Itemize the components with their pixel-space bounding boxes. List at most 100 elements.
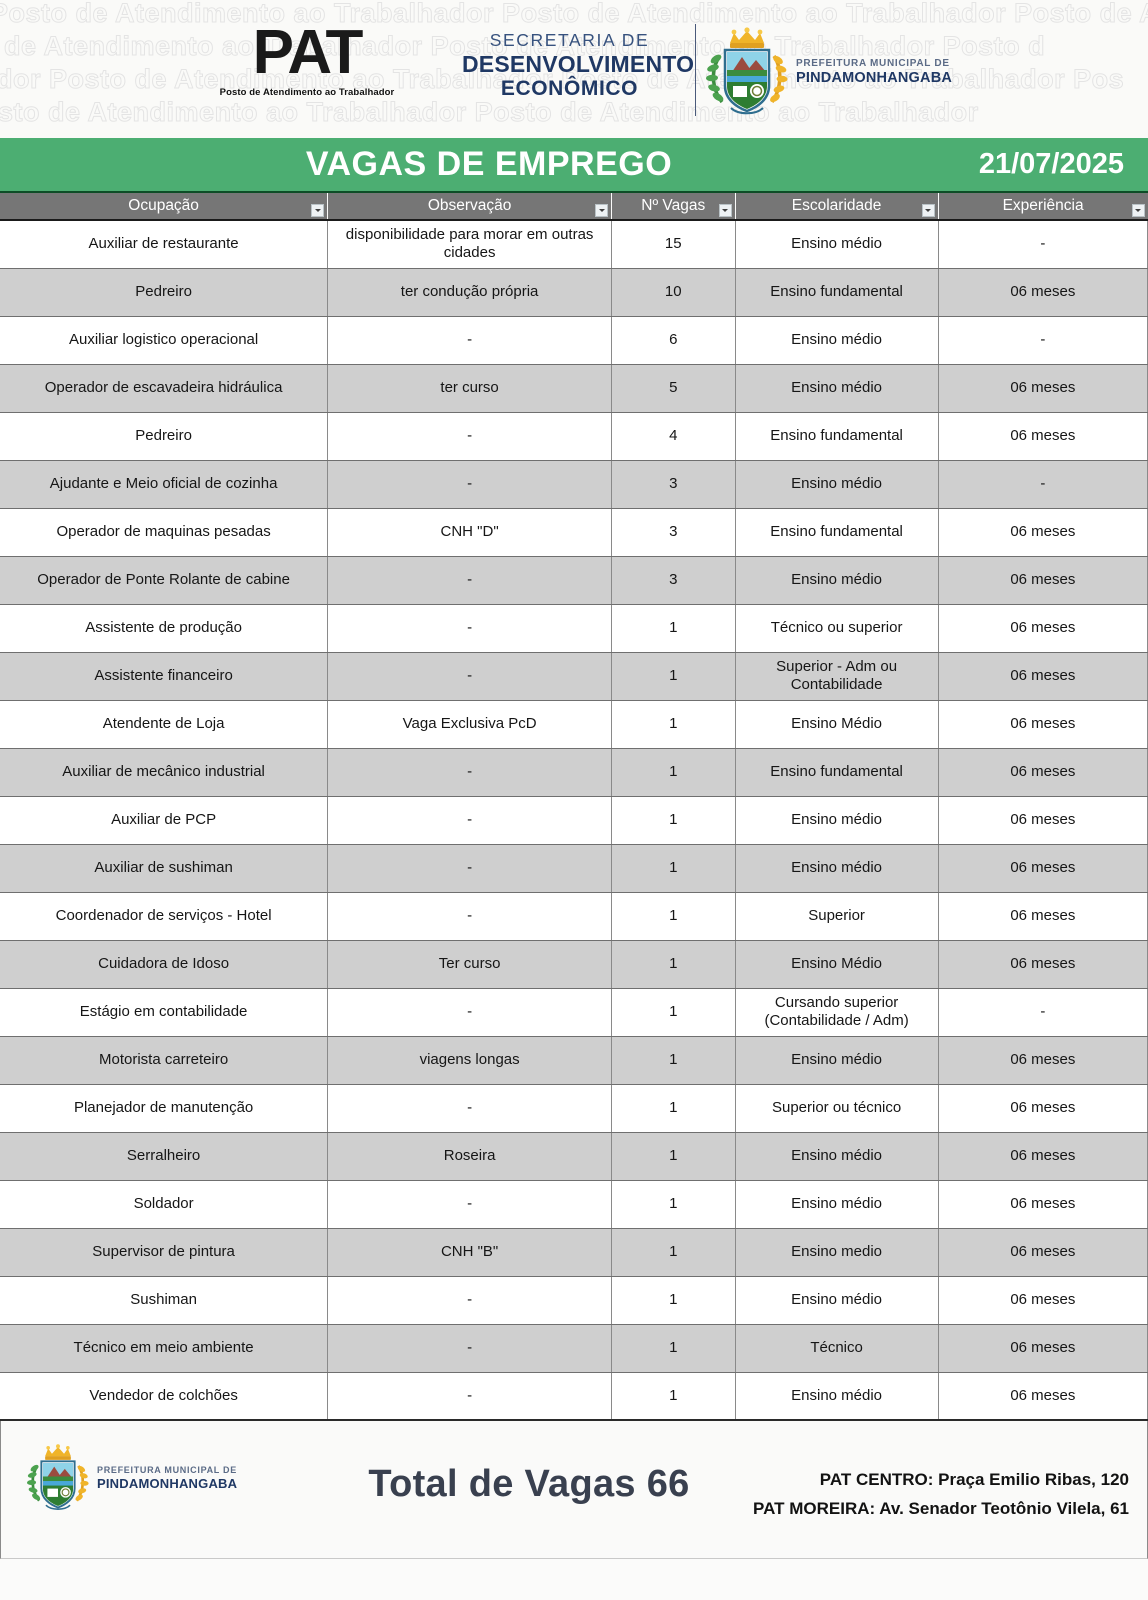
prefeitura-pindamonhangaba-logo: PREFEITURA MUNICIPAL DE PINDAMONHANGABA [706, 26, 952, 118]
cell-observacao: - [327, 604, 612, 653]
cell-escolaridade: Técnico [735, 1324, 939, 1373]
table-row: Assistente financeiro -1 Superior - Adm ou… [0, 652, 1148, 701]
cell-ocupacao: Ajudante e Meio oficial de cozinha [0, 460, 329, 509]
column-header-numero-vagas[interactable]: Nº Vagas [611, 193, 736, 221]
cell-escolaridade: Ensino médio [735, 1180, 939, 1229]
cell-escolaridade: Superior [735, 892, 939, 941]
cell-numero-vagas: 1 [611, 796, 736, 845]
cell-ocupacao: Auxiliar de mecânico industrial [0, 748, 329, 797]
cell-numero-vagas: 1 [611, 1276, 736, 1325]
cell-observacao: - [327, 316, 612, 365]
cell-ocupacao: Motorista carreteiro [0, 1036, 329, 1085]
cell-numero-vagas: 1 [611, 652, 736, 701]
page-footer: PREFEITURA MUNICIPAL DE PINDAMONHANGABA … [0, 1421, 1148, 1559]
cell-experiencia: 06 meses [938, 748, 1148, 797]
cell-observacao: - [327, 412, 612, 461]
cell-experiencia: 06 meses [938, 892, 1148, 941]
footer-prefeitura-logo: PREFEITURA MUNICIPAL DE PINDAMONHANGABA [27, 1443, 237, 1513]
publication-date: 21/07/2025 [978, 148, 1124, 180]
cell-ocupacao: Supervisor de pintura [0, 1228, 329, 1277]
page-title: VAGAS DE EMPREGO [305, 145, 673, 183]
table-row: Vendedor de colchões -1 Ensino médio 06 mes… [0, 1372, 1148, 1421]
cell-experiencia: 06 meses [938, 364, 1148, 413]
cell-ocupacao: Operador de maquinas pesadas [0, 508, 329, 557]
column-header-escolaridade[interactable]: Escolaridade [735, 193, 939, 221]
filter-dropdown-icon[interactable] [921, 204, 935, 217]
cell-numero-vagas: 1 [611, 844, 736, 893]
cell-escolaridade: Ensino médio [735, 796, 939, 845]
cell-experiencia: 06 meses [938, 1132, 1148, 1181]
footer-prefeitura-line-2: PINDAMONHANGABA [97, 1476, 238, 1491]
cell-observacao: - [327, 988, 612, 1037]
cell-experiencia: 06 meses [938, 1372, 1148, 1421]
secretaria-line-3: ECONÔMICO [500, 77, 639, 100]
cell-escolaridade: Ensino médio [735, 1132, 939, 1181]
cell-observacao: CNH "D" [327, 508, 612, 557]
cell-observacao: - [327, 460, 612, 509]
cell-observacao: disponibilidade para morar em outras cid… [327, 220, 612, 269]
cell-numero-vagas: 6 [611, 316, 736, 365]
footer-addresses: PAT CENTRO: Praça Emilio Ribas, 120 PAT … [753, 1465, 1129, 1523]
cell-numero-vagas: 1 [611, 1228, 736, 1277]
table-row: Serralheiro Roseira 1 Ensino médio 06 meses [0, 1132, 1148, 1181]
cell-observacao: - [327, 748, 612, 797]
cell-observacao: ter condução própria [327, 268, 612, 317]
column-header-label: Observação [427, 197, 512, 214]
cell-experiencia: 06 meses [938, 844, 1148, 893]
cell-experiencia: 06 meses [938, 604, 1148, 653]
cell-numero-vagas: 1 [611, 1132, 736, 1181]
cell-escolaridade: Superior - Adm ou Contabilidade [735, 652, 939, 701]
title-bar: VAGAS DE EMPREGO 21/07/2025 [0, 138, 1148, 193]
cell-experiencia: 06 meses [938, 508, 1148, 557]
filter-dropdown-icon[interactable] [1131, 204, 1145, 217]
table-body: Auxiliar de restaurante disponibilidade p… [0, 220, 1148, 1421]
table-row: Pedreiro ter condução própria 10 Ensino fun… [0, 268, 1148, 317]
cell-ocupacao: Atendente de Loja [0, 700, 329, 749]
cell-ocupacao: Operador de escavadeira hidráulica [0, 364, 329, 413]
cell-ocupacao: Auxiliar de sushiman [0, 844, 329, 893]
cell-escolaridade: Ensino Médio [735, 700, 939, 749]
cell-numero-vagas: 1 [611, 892, 736, 941]
cell-numero-vagas: 3 [611, 460, 736, 509]
filter-dropdown-icon[interactable] [718, 204, 732, 217]
column-header-experiencia[interactable]: Experiência [938, 193, 1148, 221]
column-header-ocupacao[interactable]: Ocupação [0, 193, 329, 221]
table-row: Soldador -1 Ensino médio 06 meses [0, 1180, 1148, 1229]
cell-observacao: viagens longas [327, 1036, 612, 1085]
vertical-divider [695, 24, 696, 116]
prefeitura-line-1: PREFEITURA MUNICIPAL DE [796, 57, 950, 69]
cell-observacao: - [327, 1180, 612, 1229]
cell-experiencia: 06 meses [938, 1324, 1148, 1373]
table-row: Técnico em meio ambiente -1 Técnico 06 mese… [0, 1324, 1148, 1373]
cell-ocupacao: Operador de Ponte Rolante de cabine [0, 556, 329, 605]
table-row: Assistente de produção -1 Técnico ou super… [0, 604, 1148, 653]
cell-escolaridade: Ensino médio [735, 844, 939, 893]
table-row: Planejador de manutenção -1 Superior ou té… [0, 1084, 1148, 1133]
cell-observacao: Roseira [327, 1132, 612, 1181]
cell-ocupacao: Estágio em contabilidade [0, 988, 329, 1037]
cell-experiencia: - [938, 460, 1148, 509]
coat-of-arms-icon [706, 27, 788, 115]
filter-dropdown-icon[interactable] [311, 204, 325, 217]
cell-ocupacao: Vendedor de colchões [0, 1372, 329, 1421]
cell-escolaridade: Ensino médio [735, 220, 939, 269]
cell-ocupacao: Técnico em meio ambiente [0, 1324, 329, 1373]
cell-observacao: CNH "B" [327, 1228, 612, 1277]
cell-escolaridade: Ensino fundamental [735, 268, 939, 317]
cell-observacao: Vaga Exclusiva PcD [327, 700, 612, 749]
column-header-label: Ocupação [128, 197, 199, 214]
cell-escolaridade: Ensino médio [735, 1276, 939, 1325]
cell-observacao: ter curso [327, 364, 612, 413]
coat-of-arms-icon [27, 1444, 89, 1510]
column-header-observacao[interactable]: Observação [327, 193, 612, 221]
cell-experiencia: - [938, 316, 1148, 365]
secretaria-line-1: SECRETARIA DE [489, 30, 650, 50]
cell-observacao: Ter curso [327, 940, 612, 989]
cell-escolaridade: Ensino médio [735, 556, 939, 605]
filter-dropdown-icon[interactable] [595, 204, 608, 217]
cell-escolaridade: Ensino fundamental [735, 748, 939, 797]
table-row: Ajudante e Meio oficial de cozinha -3 Ensi… [0, 460, 1148, 509]
prefeitura-line-2: PINDAMONHANGABA [796, 69, 953, 86]
column-header-label: Experiência [1002, 197, 1084, 214]
